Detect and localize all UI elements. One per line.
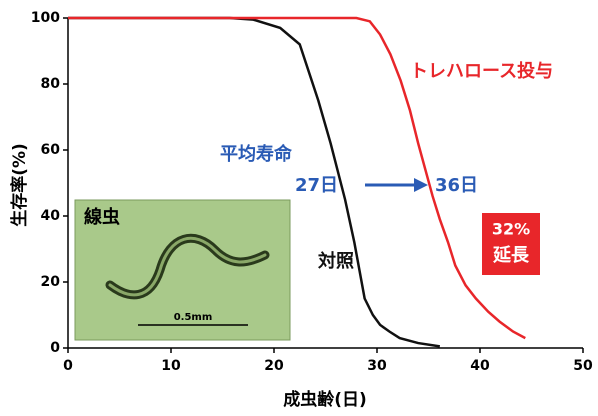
chart: 0.5mm 線虫 平均寿命 27日 36日 32% 延長 対照 トレハロース投与…	[0, 0, 598, 412]
scale-label: 0.5mm	[174, 312, 213, 323]
annotation: 平均寿命	[220, 143, 293, 165]
x-tick-label: 20	[264, 358, 284, 374]
y-tick-label: 20	[41, 274, 61, 290]
y-tick-label: 40	[41, 208, 61, 224]
x-tick-label: 0	[63, 358, 73, 374]
annotation: 32%	[492, 220, 530, 239]
x-axis-label: 成虫齢(日)	[283, 389, 367, 410]
x-tick-label: 50	[573, 358, 593, 374]
x-tick-label: 30	[367, 358, 387, 374]
y-tick-label: 60	[41, 142, 61, 158]
inset: 0.5mm 線虫	[75, 200, 290, 340]
x-tick-label: 10	[161, 358, 181, 374]
annotation: 27日	[295, 175, 338, 196]
annotation: 36日	[435, 175, 478, 196]
y-tick-label: 80	[41, 76, 61, 92]
series-label: トレハロース投与	[410, 60, 553, 82]
y-tick-label: 0	[50, 340, 60, 356]
arrow-head	[414, 178, 428, 192]
y-tick-label: 100	[31, 10, 60, 26]
annotation: 延長	[492, 245, 530, 266]
series-label: 対照	[317, 250, 354, 272]
inset-label: 線虫	[84, 206, 120, 228]
x-tick-label: 40	[470, 358, 490, 374]
y-axis-label: 生存率(%)	[9, 143, 30, 227]
